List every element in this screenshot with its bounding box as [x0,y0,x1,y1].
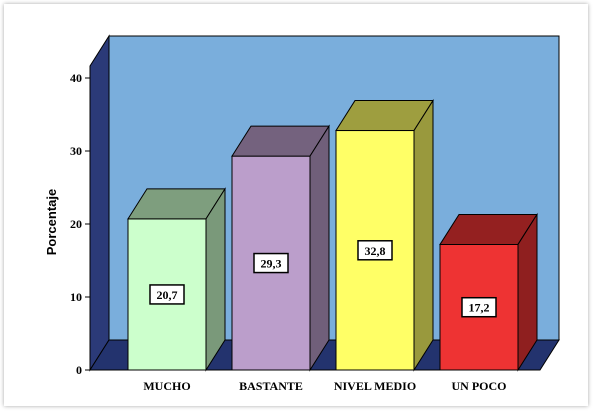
data-label-box [461,296,497,318]
bar: 20,7 [127,187,226,372]
data-label: 29,3 [261,257,282,271]
bar: 17,2 [439,212,538,372]
data-label: 17,2 [469,301,490,315]
bar: 32,8 [335,98,434,372]
chart-frame: 0 10 20 30 40 20,7 29,3 32,8 17,2 MUCHO BASTANTE… [4,4,588,406]
y-axis-label: Porcentaje [44,189,59,255]
y-tick-label: 20 [70,217,82,231]
bar-chart: 0 10 20 30 40 20,7 29,3 32,8 17,2 MUCHO BASTANTE… [44,34,560,393]
data-label-box [149,284,185,305]
data-label-box [253,252,289,274]
y-tick-label: 10 [70,290,82,304]
bar-side [205,187,226,372]
category-label: BASTANTE [239,379,303,393]
side-wall [89,34,110,372]
bar: 29,3 [231,124,330,372]
category-label: UN POCO [452,379,507,393]
category-label: MUCHO [143,379,190,393]
category-label: NIVEL MEDIO [334,379,416,393]
y-tick-label: 40 [70,71,82,85]
bar-front [335,130,415,371]
bar-side [413,98,434,372]
category-labels: MUCHO BASTANTE NIVEL MEDIO UN POCO [143,379,506,393]
data-label: 32,8 [365,244,386,258]
bars: 20,7 29,3 32,8 17,2 [127,98,538,372]
bar-side [517,212,538,372]
y-axis: 0 10 20 30 40 [70,66,91,377]
data-label: 20,7 [157,288,178,302]
y-tick-label: 30 [70,144,82,158]
y-tick-label: 0 [76,363,82,377]
data-label-box [357,240,393,261]
bar-side [309,124,330,372]
